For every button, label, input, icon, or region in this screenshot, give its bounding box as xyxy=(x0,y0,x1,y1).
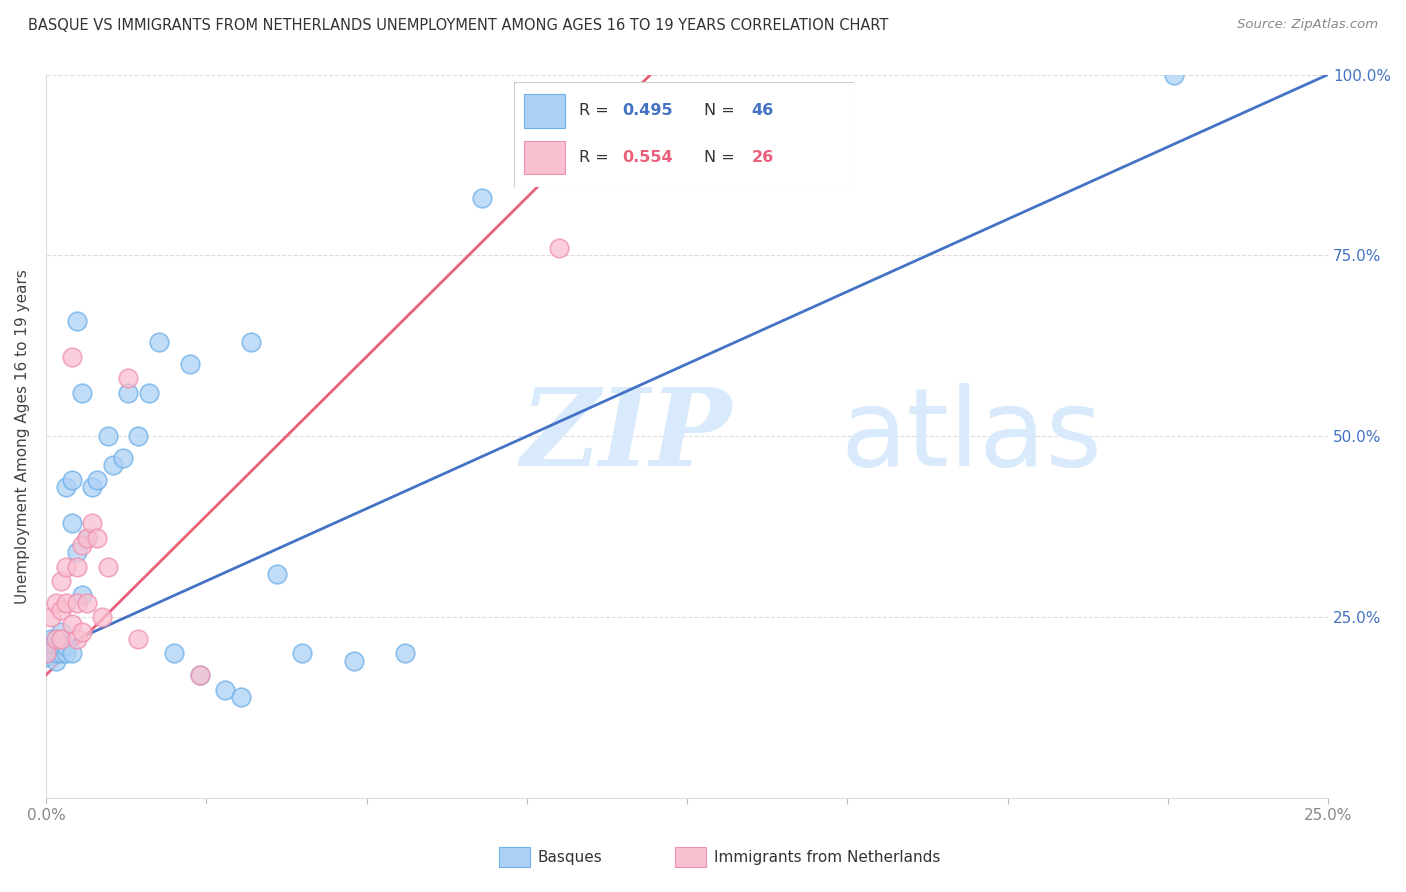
Point xyxy=(45,639,67,653)
Point xyxy=(66,313,89,327)
Point xyxy=(55,646,77,660)
Point xyxy=(70,385,93,400)
Point xyxy=(86,531,108,545)
Point xyxy=(51,646,73,660)
Point xyxy=(471,190,494,204)
Point xyxy=(39,632,62,646)
Point xyxy=(66,596,89,610)
Point xyxy=(45,646,67,660)
Point xyxy=(101,458,124,473)
Point xyxy=(55,559,77,574)
Point xyxy=(70,624,93,639)
Point xyxy=(51,603,73,617)
Point xyxy=(547,241,569,255)
Point xyxy=(35,646,58,660)
Point xyxy=(35,642,58,657)
Text: Source: ZipAtlas.com: Source: ZipAtlas.com xyxy=(1237,18,1378,31)
Point xyxy=(60,617,83,632)
Text: BASQUE VS IMMIGRANTS FROM NETHERLANDS UNEMPLOYMENT AMONG AGES 16 TO 19 YEARS COR: BASQUE VS IMMIGRANTS FROM NETHERLANDS UN… xyxy=(28,18,889,33)
Point xyxy=(138,385,160,400)
Point xyxy=(70,538,93,552)
Point xyxy=(51,639,73,653)
Point xyxy=(76,531,98,545)
Point xyxy=(55,480,77,494)
Point xyxy=(51,624,73,639)
Point xyxy=(76,531,98,545)
Point xyxy=(66,559,89,574)
Point xyxy=(117,371,139,385)
Point xyxy=(45,596,67,610)
Text: Immigrants from Netherlands: Immigrants from Netherlands xyxy=(714,850,941,864)
Point xyxy=(188,668,211,682)
Y-axis label: Unemployment Among Ages 16 to 19 years: Unemployment Among Ages 16 to 19 years xyxy=(15,268,30,604)
Point xyxy=(148,335,170,350)
Point xyxy=(39,610,62,624)
Point xyxy=(39,646,62,660)
Point xyxy=(66,632,89,646)
Point xyxy=(91,610,114,624)
Point xyxy=(60,350,83,364)
Point xyxy=(127,632,149,646)
Point xyxy=(39,639,62,653)
Point xyxy=(35,650,58,665)
Point xyxy=(214,682,236,697)
Point xyxy=(51,574,73,588)
Point xyxy=(394,646,416,660)
Point xyxy=(51,632,73,646)
Point xyxy=(96,429,118,443)
Text: ZIP: ZIP xyxy=(520,384,731,490)
Text: atlas: atlas xyxy=(841,384,1102,490)
Point xyxy=(1163,68,1185,82)
Point xyxy=(82,480,104,494)
Point xyxy=(343,654,366,668)
Point xyxy=(45,654,67,668)
Point xyxy=(522,103,544,118)
Point xyxy=(188,668,211,682)
Point xyxy=(82,516,104,530)
Point xyxy=(51,632,73,646)
Point xyxy=(96,559,118,574)
Point xyxy=(240,335,263,350)
Point xyxy=(60,516,83,530)
Point xyxy=(45,632,67,646)
Point xyxy=(163,646,186,660)
Point xyxy=(66,545,89,559)
Point xyxy=(55,596,77,610)
Point xyxy=(60,646,83,660)
Point xyxy=(45,632,67,646)
Point xyxy=(111,450,134,465)
Point xyxy=(229,690,252,704)
Point xyxy=(86,473,108,487)
Point xyxy=(179,357,201,371)
Point xyxy=(60,473,83,487)
Point xyxy=(55,639,77,653)
Point xyxy=(70,589,93,603)
Text: Basques: Basques xyxy=(537,850,602,864)
Point xyxy=(76,596,98,610)
Point xyxy=(117,385,139,400)
Point xyxy=(266,566,288,581)
Point xyxy=(127,429,149,443)
Point xyxy=(291,646,314,660)
